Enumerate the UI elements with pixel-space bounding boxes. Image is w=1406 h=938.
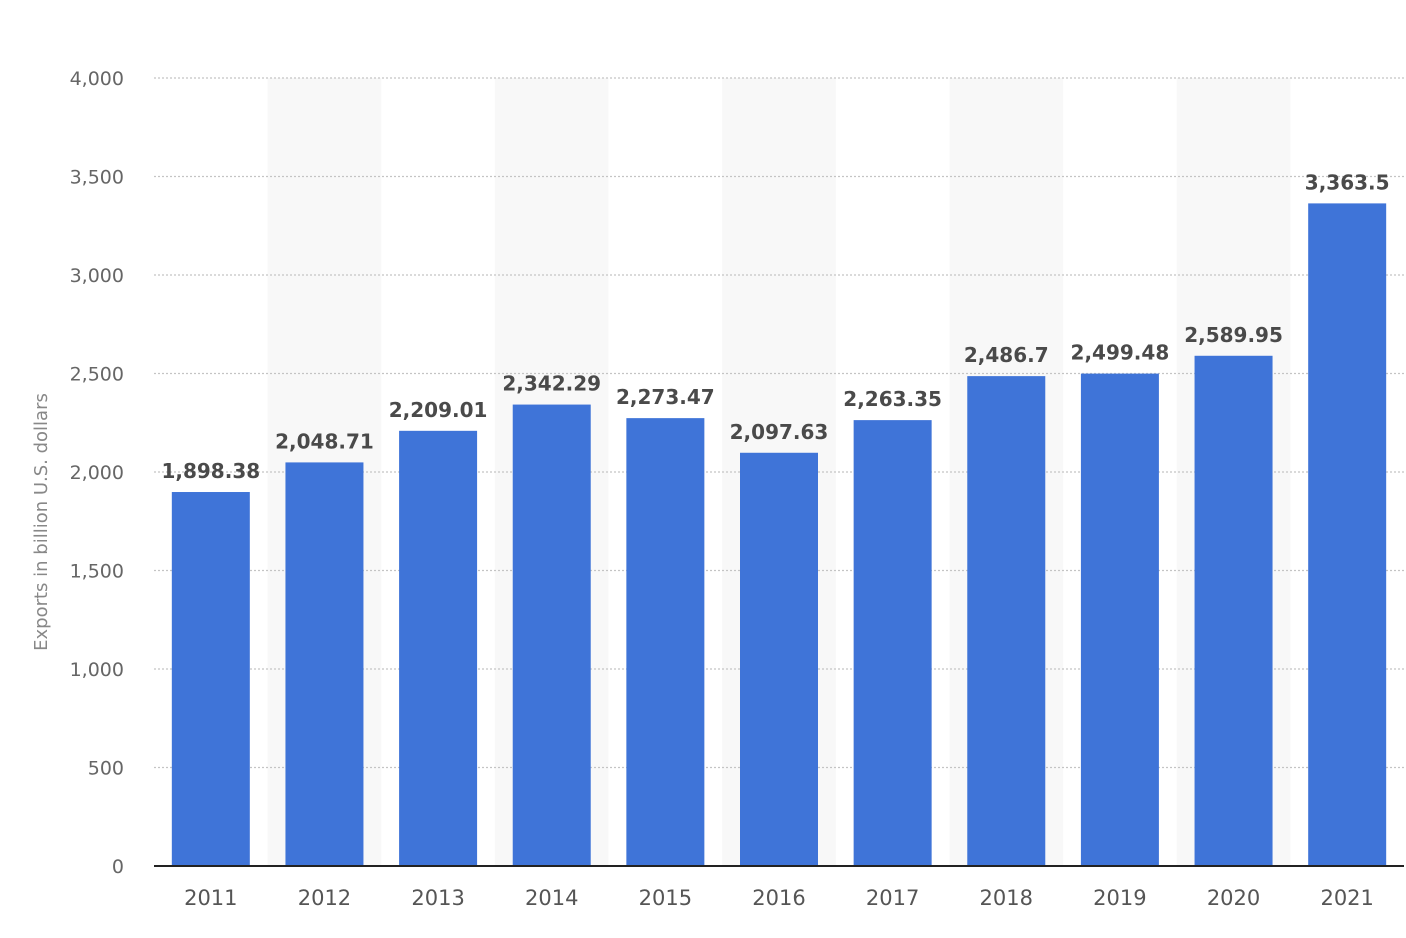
x-tick-label-2019: 2019	[1093, 886, 1146, 910]
x-tick-label-2011: 2011	[184, 886, 237, 910]
data-labels: 1,898.38 2,048.71 2,209.01 2,342.29 2,273.47…	[161, 170, 1389, 483]
data-label-2020: 2,589.95	[1184, 323, 1283, 347]
bars	[171, 203, 1387, 866]
data-label-2019: 2,499.48	[1071, 341, 1170, 365]
y-tick-label: 2,500	[70, 364, 124, 386]
x-tick-label-2020: 2020	[1207, 886, 1260, 910]
bar-2012[interactable]	[285, 462, 364, 866]
y-tick-label: 2,000	[70, 462, 124, 484]
y-tick-label: 1,500	[70, 561, 124, 583]
data-label-2012: 2,048.71	[275, 429, 374, 453]
bar-2018[interactable]	[967, 376, 1046, 866]
data-label-2015: 2,273.47	[616, 385, 715, 409]
x-tick-label-2016: 2016	[752, 886, 805, 910]
bar-2017[interactable]	[853, 420, 932, 866]
bar-2016[interactable]	[740, 452, 818, 866]
bar-2015[interactable]	[626, 418, 705, 866]
data-label-2018: 2,486.7	[964, 343, 1049, 367]
x-tick-label-2021: 2021	[1320, 886, 1373, 910]
bar-2011[interactable]	[171, 492, 250, 866]
data-label-2014: 2,342.29	[502, 372, 601, 396]
x-tick-label-2014: 2014	[525, 886, 578, 910]
data-label-2021: 3,363.5	[1305, 170, 1390, 194]
bar-2020[interactable]	[1194, 355, 1273, 866]
bar-2013[interactable]	[399, 430, 478, 866]
y-tick-label: 1,000	[70, 659, 124, 681]
data-label-2017: 2,263.35	[843, 387, 942, 411]
x-tick-label-2015: 2015	[639, 886, 692, 910]
y-tick-label: 3,000	[70, 265, 124, 287]
bar-2019[interactable]	[1080, 373, 1159, 866]
data-label-2011: 1,898.38	[161, 459, 260, 483]
y-tick-label: 3,500	[70, 167, 124, 189]
y-axis-title: Exports in billion U.S. dollars	[31, 393, 52, 651]
y-tick-label: 0	[112, 856, 124, 878]
bar-2021[interactable]	[1308, 203, 1387, 866]
y-tick-label: 500	[88, 758, 124, 780]
data-label-2016: 2,097.63	[730, 420, 829, 444]
x-axis-ticks: 2011 2012 2013 2014 2015 2016 2017 2018 2019 2020…	[184, 886, 1374, 910]
x-tick-label-2018: 2018	[980, 886, 1033, 910]
y-tick-label: 4,000	[70, 68, 124, 90]
data-label-2013: 2,209.01	[389, 398, 488, 422]
y-axis-ticks: 0 500 1,000 1,500 2,000 2,500 3,000 3,500 4,000	[70, 68, 124, 878]
x-tick-label-2013: 2013	[411, 886, 464, 910]
x-tick-label-2012: 2012	[298, 886, 351, 910]
bar-2014[interactable]	[512, 404, 591, 866]
x-tick-label-2017: 2017	[866, 886, 919, 910]
